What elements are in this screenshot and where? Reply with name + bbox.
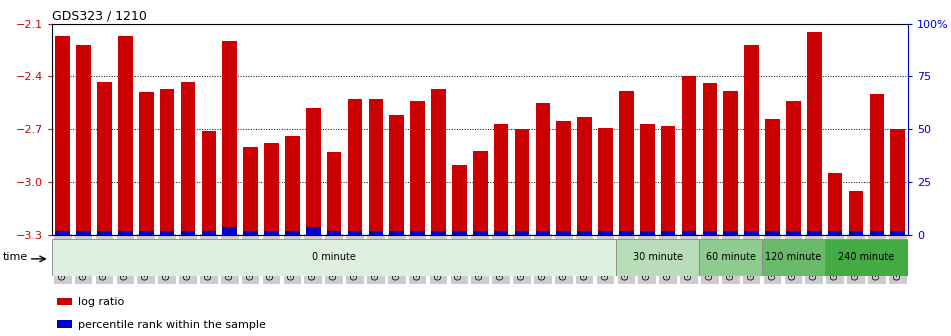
Text: 120 minute: 120 minute [766,252,822,262]
Bar [223,41,237,235]
Bar [535,231,551,235]
Bar [390,231,404,235]
Bar [827,173,843,235]
Bar [577,231,592,235]
Bar [556,121,571,235]
Bar [827,231,843,235]
Bar [619,91,633,235]
Bar [616,239,699,276]
Bar [410,101,425,235]
Bar [97,82,112,235]
Bar [786,101,801,235]
Bar [369,231,383,235]
Bar [869,231,884,235]
Bar [223,227,237,235]
Bar [243,231,258,235]
Bar [55,36,70,235]
Bar [619,231,633,235]
Bar [76,45,91,235]
Bar [807,231,822,235]
Bar [327,152,341,235]
Bar [762,239,825,276]
Bar [202,231,216,235]
Bar [598,128,612,235]
Bar [724,91,738,235]
Bar [97,231,112,235]
Bar [369,99,383,235]
Bar [55,231,70,235]
Bar [703,231,717,235]
Bar [703,83,717,235]
Bar [431,231,446,235]
Bar [661,231,675,235]
Bar [202,131,216,235]
Bar [494,231,509,235]
Bar [52,239,616,276]
Bar [139,231,153,235]
Text: log ratio: log ratio [78,297,125,307]
Bar [76,231,91,235]
Bar [285,231,300,235]
Bar [181,231,195,235]
Bar [431,89,446,235]
Bar [745,231,759,235]
Bar [577,117,592,235]
Text: 30 minute: 30 minute [632,252,683,262]
Bar [243,147,258,235]
Bar [160,89,174,235]
Bar [766,231,780,235]
Bar [514,129,530,235]
Text: 60 minute: 60 minute [706,252,756,262]
Bar [786,231,801,235]
Text: GDS323 / 1210: GDS323 / 1210 [52,9,147,23]
Bar [285,136,300,235]
Bar [724,231,738,235]
Bar [327,231,341,235]
Bar [661,126,675,235]
Bar [682,231,696,235]
Bar [473,231,488,235]
Bar [598,231,612,235]
Bar [410,231,425,235]
Bar [745,45,759,235]
Text: 0 minute: 0 minute [312,252,356,262]
Bar [869,94,884,235]
Bar [348,99,362,235]
Bar [264,231,279,235]
Text: 240 minute: 240 minute [839,252,895,262]
Bar [306,108,320,235]
Bar [160,231,174,235]
Bar [848,191,864,235]
Bar [139,92,153,235]
Bar [848,231,864,235]
Bar [682,76,696,235]
Bar [640,124,654,235]
Bar [306,227,320,235]
Bar [118,231,133,235]
Bar [890,129,905,235]
Bar [640,231,654,235]
Bar [181,82,195,235]
Bar [514,231,530,235]
Text: percentile rank within the sample: percentile rank within the sample [78,320,266,330]
Bar [452,231,467,235]
Bar [473,151,488,235]
Bar [57,298,71,305]
Bar [766,119,780,235]
Bar [699,239,762,276]
Bar [390,115,404,235]
Bar [264,143,279,235]
Bar [535,103,551,235]
Bar [825,239,908,276]
Bar [556,231,571,235]
Bar [494,124,509,235]
Bar [118,36,133,235]
Bar [57,320,71,328]
Bar [348,231,362,235]
Bar [807,32,822,235]
Bar [890,231,905,235]
Text: time: time [3,252,29,262]
Bar [452,165,467,235]
